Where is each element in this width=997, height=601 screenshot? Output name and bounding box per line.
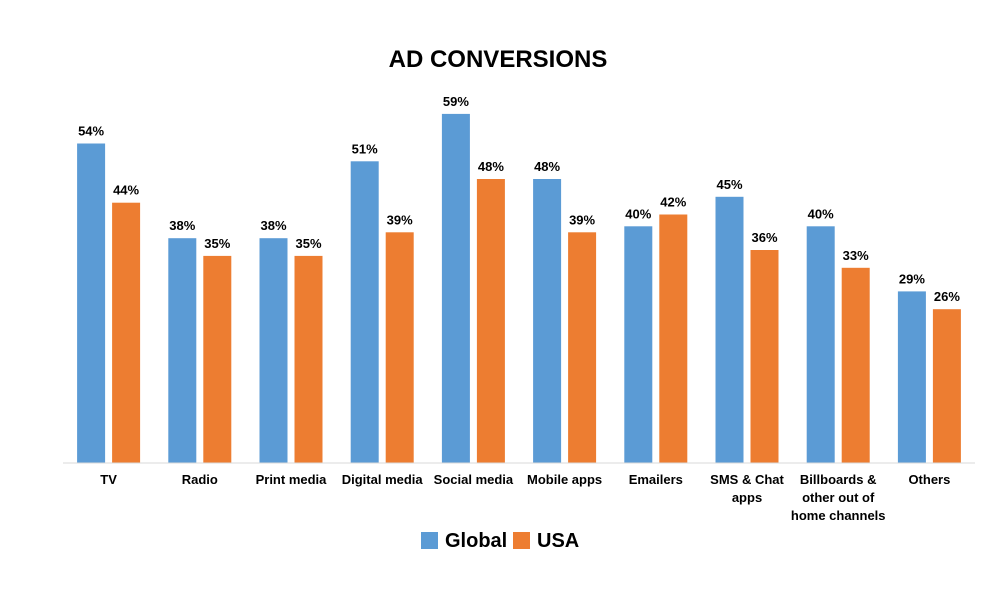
category-label-1: Radio [182,472,218,487]
category-label-9: Others [908,472,950,487]
bar-global-5 [533,179,562,463]
category-label-0: TV [100,472,117,487]
legend-label-global: Global [445,530,507,552]
legend: Global USA [421,530,579,552]
bar-usa-6 [659,214,688,463]
data-label-usa-5: 39% [569,212,595,227]
data-label-usa-4: 48% [478,159,504,174]
bar-global-1 [168,238,197,463]
category-label-4: Social media [434,472,514,487]
category-label-2: Print media [256,472,328,487]
data-label-global-8: 40% [808,206,834,221]
data-label-usa-9: 26% [934,289,960,304]
chart-title: AD CONVERSIONS [389,46,608,73]
category-labels-group: TV Radio Print media Digital media Social me… [100,472,950,523]
category-label-6: Emailers [629,472,683,487]
data-label-usa-6: 42% [660,195,686,210]
bar-global-0 [77,143,106,463]
legend-label-usa: USA [537,530,579,552]
bar-usa-4 [476,179,505,463]
data-label-usa-3: 39% [387,212,413,227]
bar-global-6 [624,226,653,463]
data-label-global-4: 59% [443,94,469,109]
bar-global-9 [897,291,926,463]
data-label-usa-1: 35% [204,236,230,251]
data-label-global-9: 29% [899,271,925,286]
bar-global-3 [350,161,379,464]
bar-usa-9 [932,309,961,463]
bar-usa-0 [112,202,141,463]
data-label-global-1: 38% [169,218,195,233]
bar-global-7 [715,196,744,464]
bar-usa-2 [294,255,323,463]
bar-usa-5 [568,232,597,464]
data-label-usa-8: 33% [843,248,869,263]
bar-global-4 [441,113,470,464]
data-label-global-2: 38% [260,218,286,233]
category-label-8: Billboards & other out of home channels [791,472,886,523]
bar-global-2 [259,238,288,463]
category-label-5: Mobile apps [527,472,602,487]
data-label-usa-7: 36% [751,230,777,245]
legend-swatch-usa [513,532,530,549]
data-label-global-6: 40% [625,206,651,221]
legend-swatch-global [421,532,438,549]
bar-usa-3 [385,232,414,464]
data-label-global-7: 45% [716,177,742,192]
bar-global-8 [806,226,835,463]
data-label-global-3: 51% [352,141,378,156]
bar-usa-1 [203,255,232,463]
bars-group [77,113,961,464]
data-label-global-5: 48% [534,159,560,174]
value-labels-group: 54% 44% 38% 35% 38% 35% 51% 39% 59% 48% 48% 39% 40% 4… [78,94,960,304]
category-label-7: SMS & Chat apps [710,472,784,505]
data-label-usa-0: 44% [113,183,139,198]
data-label-usa-2: 35% [295,236,321,251]
bar-usa-8 [841,267,870,464]
data-label-global-0: 54% [78,124,104,139]
category-label-3: Digital media [342,472,424,487]
bar-usa-7 [750,250,779,463]
